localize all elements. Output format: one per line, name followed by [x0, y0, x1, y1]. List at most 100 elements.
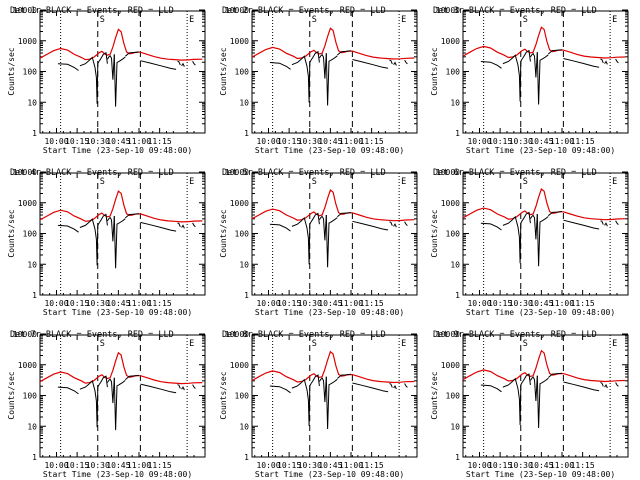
y-tick-label: 1	[32, 291, 37, 300]
x-tick-label: 11:00	[550, 299, 574, 308]
events-series-segment	[192, 222, 196, 228]
events-series-segment	[318, 376, 327, 403]
events-series-segment	[291, 220, 302, 227]
y-tick-label: 1000	[230, 361, 249, 370]
events-series-segment	[98, 51, 108, 64]
x-axis-label: Start Time (23-Sep-10 09:48:00)	[255, 308, 404, 317]
events-series-segment	[600, 58, 604, 64]
events-series-segment	[140, 383, 177, 394]
events-series-segment	[536, 375, 542, 429]
x-tick-label: 11:15	[360, 137, 384, 146]
y-tick-label: 100	[446, 68, 461, 77]
events-series-segment	[512, 377, 523, 426]
events-series-segment	[177, 222, 181, 227]
x-tick-label: 10:45	[106, 461, 130, 470]
lld-series-line	[462, 187, 626, 221]
x-axis-label: Start Time (23-Sep-10 09:48:00)	[466, 146, 615, 155]
events-series-segment	[57, 63, 79, 71]
y-tick-label: 100	[235, 68, 250, 77]
y-axis-label: Counts/sec	[219, 209, 228, 257]
events-series-segment	[336, 373, 352, 379]
x-tick-label: 10:45	[529, 299, 553, 308]
detector-chart-2: Det 2r BLACK = Events, RED = LLD11010010…	[219, 6, 418, 155]
x-tick-label: 10:00	[44, 137, 68, 146]
events-series-segment	[113, 216, 119, 269]
plot-frame	[462, 334, 629, 458]
x-tick-label: 10:00	[467, 461, 491, 470]
events-series-segment	[480, 222, 502, 231]
y-tick-label: 100	[235, 230, 250, 239]
y-axis-label: Counts/sec	[219, 47, 228, 95]
events-series-segment	[325, 214, 331, 268]
x-tick-label: 10:30	[86, 299, 110, 308]
plot-frame	[39, 172, 206, 296]
events-series-segment	[269, 62, 291, 70]
y-axis-label: Counts/sec	[7, 47, 16, 95]
events-series-segment	[536, 52, 542, 105]
events-series-segment	[124, 213, 140, 219]
detector-chart-1: Det 1r BLACK = Events, RED = LLD11010010…	[7, 6, 206, 155]
events-series-segment	[325, 53, 331, 106]
plot-frame	[39, 334, 206, 458]
x-tick-label: 10:45	[106, 299, 130, 308]
events-series-segment	[604, 60, 608, 65]
x-tick-label: 11:15	[360, 461, 384, 470]
events-series-segment	[547, 372, 563, 378]
events-series-segment	[113, 54, 119, 107]
y-tick-label: 1	[32, 129, 37, 138]
y-tick-label: 100	[23, 68, 38, 77]
events-series-segment	[563, 58, 600, 68]
x-axis-label: Start Time (23-Sep-10 09:48:00)	[466, 308, 615, 317]
events-series-segment	[118, 56, 126, 63]
x-tick-label: 11:00	[127, 137, 151, 146]
y-axis-label: Counts/sec	[430, 47, 439, 95]
events-series-segment	[600, 382, 604, 387]
x-axis-label: Start Time (23-Sep-10 09:48:00)	[43, 308, 192, 317]
x-tick-label: 10:30	[86, 137, 110, 146]
events-series-segment	[318, 214, 327, 241]
x-tick-label: 11:00	[550, 137, 574, 146]
x-tick-label: 10:00	[256, 137, 280, 146]
x-tick-label: 10:00	[467, 137, 491, 146]
lld-series-line	[251, 188, 415, 222]
y-axis-label: Counts/sec	[430, 371, 439, 419]
x-tick-label: 10:15	[277, 461, 301, 470]
detector-chart-9: Det 9r BLACK = Events, RED = LLD11010010…	[430, 330, 629, 479]
y-tick-label: 1	[455, 453, 460, 462]
events-series-segment	[79, 221, 90, 228]
events-series-segment	[310, 212, 320, 225]
y-tick-label: 10	[450, 422, 460, 431]
events-series-segment	[124, 51, 140, 57]
y-tick-label: 10	[450, 98, 460, 107]
y-tick-label: 1000	[441, 37, 460, 46]
detector-chart-5: Det 5r BLACK = Events, RED = LLD11010010…	[219, 168, 418, 317]
events-series-segment	[541, 377, 549, 384]
events-series-segment	[512, 54, 523, 102]
start-marker-label: S	[312, 15, 317, 25]
events-series-segment	[318, 53, 327, 79]
events-series-segment	[57, 224, 79, 233]
events-series-segment	[393, 223, 397, 228]
x-tick-label: 10:30	[509, 299, 533, 308]
x-tick-label: 10:45	[529, 137, 553, 146]
x-tick-label: 10:30	[298, 137, 322, 146]
events-series-segment	[563, 219, 600, 230]
events-series-segment	[118, 218, 126, 224]
x-tick-label: 10:00	[467, 299, 491, 308]
detector-chart-8: Det 8r BLACK = Events, RED = LLD11010010…	[219, 330, 418, 479]
x-tick-label: 11:00	[339, 461, 363, 470]
start-marker-label: S	[523, 339, 528, 349]
x-tick-label: 10:15	[65, 299, 89, 308]
start-marker-label: S	[523, 177, 528, 187]
x-tick-label: 10:15	[65, 137, 89, 146]
lld-series-line	[462, 26, 626, 59]
events-series-segment	[310, 374, 320, 387]
events-series-segment	[393, 61, 397, 66]
y-tick-label: 1000	[18, 361, 37, 370]
events-series-segment	[336, 50, 352, 56]
x-tick-label: 10:45	[318, 137, 342, 146]
y-tick-label: 1000	[18, 37, 37, 46]
detector-chart-3: Det 3r BLACK = Events, RED = LLD11010010…	[430, 6, 629, 155]
y-axis-label: Counts/sec	[430, 209, 439, 257]
start-marker-label: S	[312, 177, 317, 187]
